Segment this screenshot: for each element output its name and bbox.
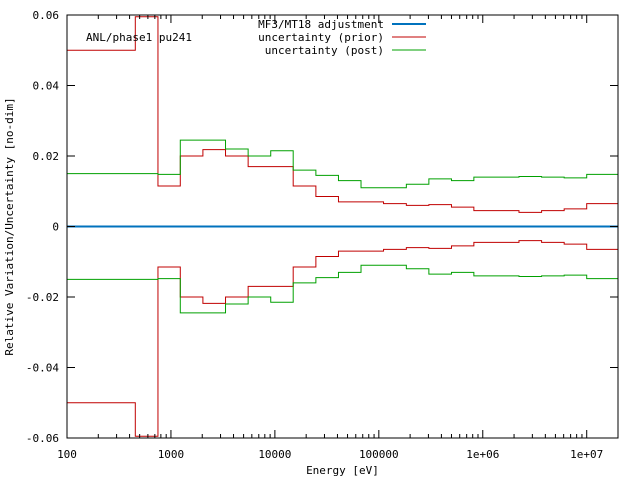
x-tick-label-0: 100 xyxy=(57,448,77,461)
series-2-lower-steps xyxy=(67,264,618,314)
y-tick-label-0: -0.06 xyxy=(26,432,59,445)
y-tick-label-2: -0.02 xyxy=(26,291,59,304)
y-tick-label-6: 0.06 xyxy=(33,9,60,22)
legend-label-2: uncertainty (post) xyxy=(265,44,384,57)
x-tick-label-2: 10000 xyxy=(258,448,291,461)
legend-label-0: MF3/MT18 adjustment xyxy=(258,18,384,31)
legend-label-1: uncertainty (prior) xyxy=(258,31,384,44)
y-tick-label-1: -0.04 xyxy=(26,362,59,375)
series-1-lower-steps xyxy=(67,240,618,437)
series-layer xyxy=(67,16,618,437)
ticks-layer: 100 1000 10000 100000 1e+06 1e+07 -0.06 -0.04 -0… xyxy=(26,9,618,461)
x-tick-label-4: 1e+06 xyxy=(466,448,499,461)
series-1-upper-steps xyxy=(67,16,618,213)
chart-annotation: ANL/phase1 pu241 xyxy=(86,31,192,44)
y-tick-label-3: 0 xyxy=(52,221,59,234)
x-tick-label-1: 1000 xyxy=(158,448,185,461)
y-tick-label-5: 0.04 xyxy=(33,80,60,93)
x-tick-label-5: 1e+07 xyxy=(570,448,603,461)
y-tick-label-4: 0.02 xyxy=(33,150,60,163)
x-tick-label-3: 100000 xyxy=(359,448,399,461)
x-axis-label: Energy [eV] xyxy=(306,464,379,477)
y-axis-label: Relative Variation/Uncertainty [no-dim] xyxy=(3,97,16,355)
series-2-upper-steps xyxy=(67,139,618,189)
